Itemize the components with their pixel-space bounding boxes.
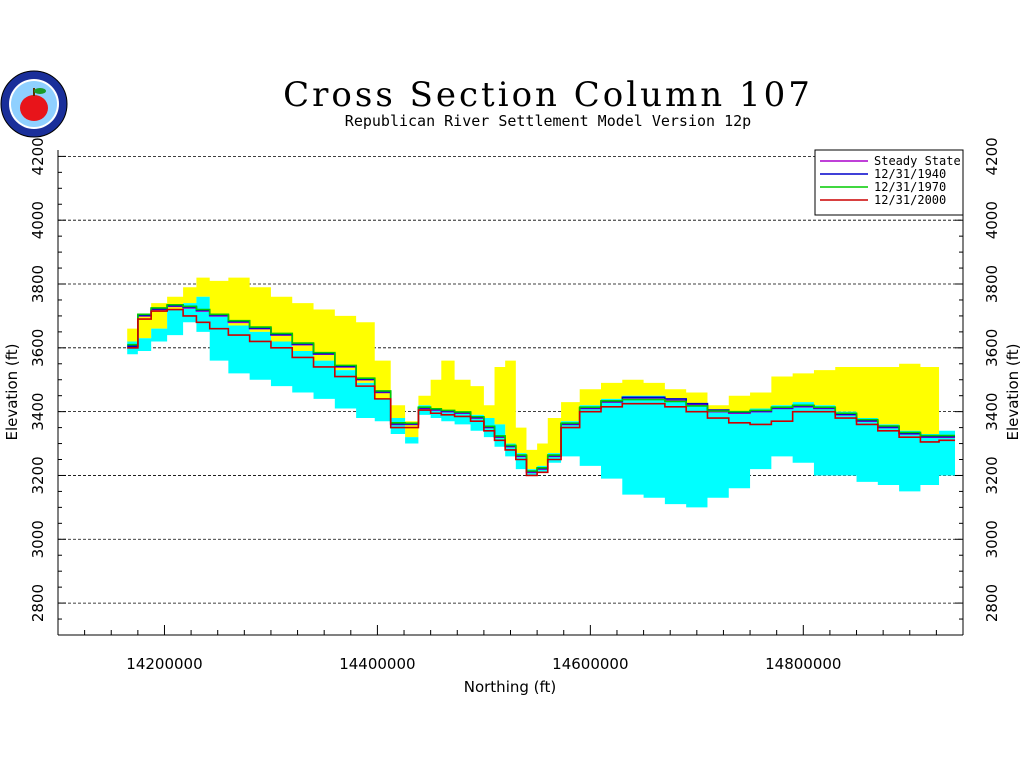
- chart-subtitle: Republican River Settlement Model Versio…: [345, 112, 751, 130]
- land-surface-layer: [127, 277, 956, 470]
- legend-entry: Steady State: [874, 154, 961, 168]
- y-axis-label-right: Elevation (ft): [1004, 343, 1022, 440]
- y-tick-label: 3800: [983, 265, 1001, 303]
- x-tick-label: 14800000: [765, 655, 841, 673]
- legend-entry: 12/31/1970: [874, 180, 946, 194]
- y-tick-label: 3000: [29, 520, 47, 558]
- x-axis-ticks: 14200000 14400000 14600000 14800000: [57, 625, 964, 673]
- series-line: [127, 303, 956, 472]
- series-line: [127, 308, 956, 477]
- y-tick-label: 3600: [29, 329, 47, 367]
- legend: Steady State12/31/194012/31/197012/31/20…: [814, 149, 964, 216]
- y-axis-ticks: 2800 2800 3000 3000 3200 3200 3400 3400 3600 3600…: [29, 137, 1001, 636]
- aquifer-layer: [127, 296, 956, 508]
- legend-entry: 12/31/1940: [874, 167, 946, 181]
- y-tick-label: 3400: [983, 393, 1001, 431]
- x-axis-label: Northing (ft): [464, 678, 557, 696]
- y-tick-label: 3200: [29, 456, 47, 494]
- x-tick-label: 14600000: [552, 655, 628, 673]
- y-tick-label: 2800: [983, 584, 1001, 622]
- chart-title: Cross Section Column 107: [283, 75, 813, 115]
- y-tick-label: 3800: [29, 265, 47, 303]
- y-tick-label: 4000: [983, 201, 1001, 239]
- y-tick-label: 3600: [983, 329, 1001, 367]
- series-lines: [127, 303, 956, 477]
- y-tick-label: 3200: [983, 456, 1001, 494]
- y-tick-label: 3400: [29, 393, 47, 431]
- x-tick-label: 14200000: [126, 655, 202, 673]
- y-tick-label: 4200: [983, 137, 1001, 175]
- y-tick-label: 3000: [983, 520, 1001, 558]
- state-seal-logo: [0, 70, 68, 138]
- y-tick-label: 4200: [29, 137, 47, 175]
- y-tick-label: 2800: [29, 584, 47, 622]
- y-tick-label: 4000: [29, 201, 47, 239]
- x-tick-label: 14400000: [339, 655, 415, 673]
- layer-fills: [127, 277, 956, 508]
- y-axis-label-left: Elevation (ft): [3, 343, 21, 440]
- legend-entry: 12/31/2000: [874, 193, 946, 207]
